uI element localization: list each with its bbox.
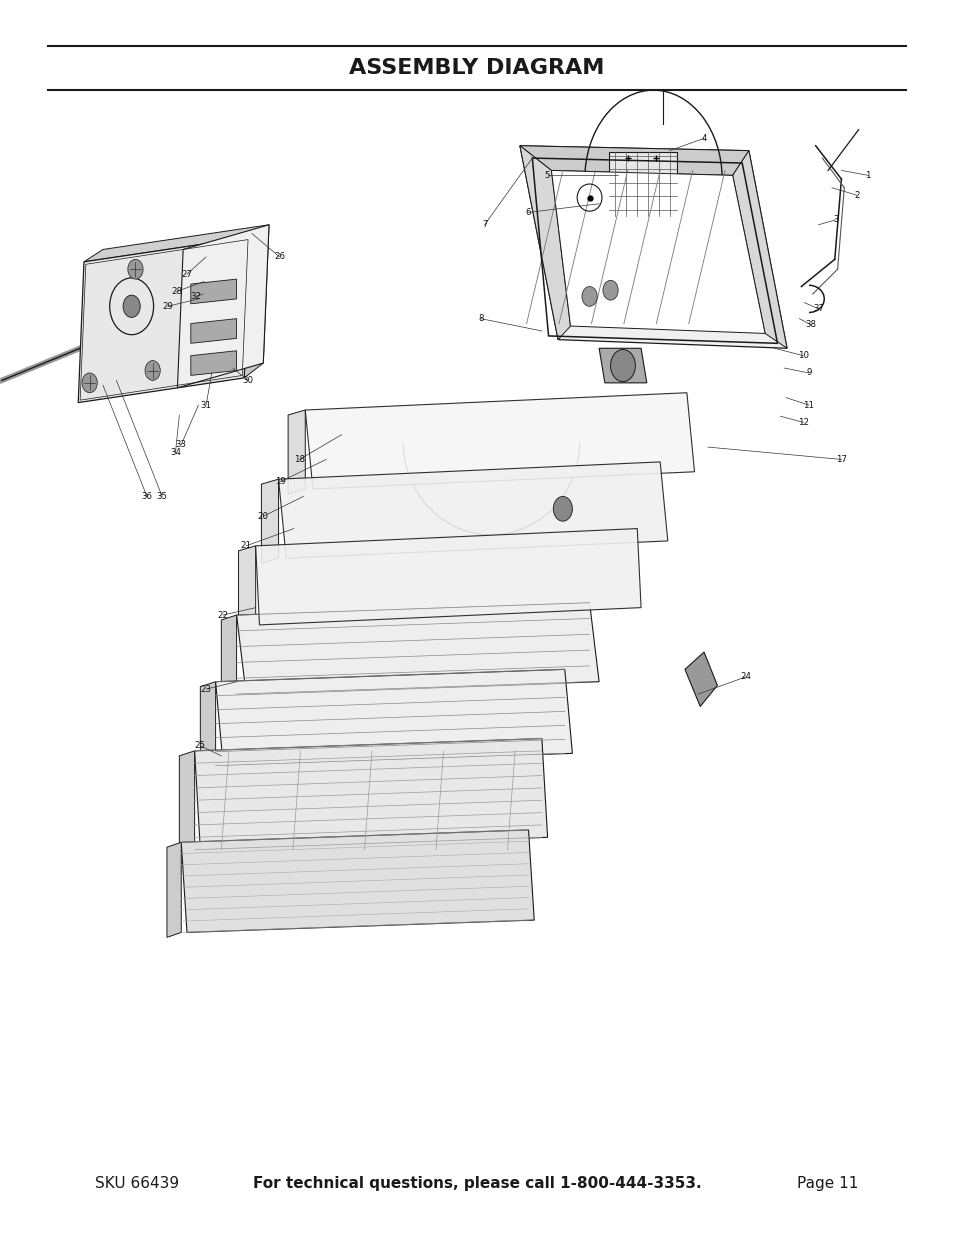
Polygon shape xyxy=(519,146,748,175)
Polygon shape xyxy=(732,151,786,348)
Text: ASSEMBLY DIAGRAM: ASSEMBLY DIAGRAM xyxy=(349,58,604,78)
Polygon shape xyxy=(200,682,215,771)
Text: 27: 27 xyxy=(181,269,193,279)
Text: 7: 7 xyxy=(481,220,487,230)
Text: For technical questions, please call 1-800-444-3353.: For technical questions, please call 1-8… xyxy=(253,1176,700,1191)
Polygon shape xyxy=(191,279,236,304)
Polygon shape xyxy=(84,225,269,262)
Circle shape xyxy=(602,280,618,300)
Text: 8: 8 xyxy=(477,314,483,324)
Circle shape xyxy=(145,361,160,380)
Text: 6: 6 xyxy=(525,207,531,217)
Circle shape xyxy=(123,295,140,317)
Text: Page 11: Page 11 xyxy=(797,1176,858,1191)
Text: 5: 5 xyxy=(544,170,550,180)
Text: 36: 36 xyxy=(141,492,152,501)
Polygon shape xyxy=(278,462,667,558)
Polygon shape xyxy=(179,751,194,855)
Polygon shape xyxy=(238,546,255,630)
Text: 18: 18 xyxy=(294,454,305,464)
Text: 2: 2 xyxy=(853,190,859,200)
Text: 34: 34 xyxy=(170,447,181,457)
Text: SKU 66439: SKU 66439 xyxy=(95,1176,179,1191)
Polygon shape xyxy=(305,393,694,489)
Polygon shape xyxy=(519,146,786,348)
Polygon shape xyxy=(598,348,646,383)
Text: 25: 25 xyxy=(194,741,206,751)
Text: 30: 30 xyxy=(242,375,253,385)
Text: 33: 33 xyxy=(175,440,187,450)
Polygon shape xyxy=(221,615,236,699)
Polygon shape xyxy=(288,410,305,494)
Text: 20: 20 xyxy=(257,511,269,521)
Polygon shape xyxy=(191,319,236,343)
Text: 29: 29 xyxy=(162,301,173,311)
Circle shape xyxy=(553,496,572,521)
Circle shape xyxy=(581,287,597,306)
Circle shape xyxy=(82,373,97,393)
Polygon shape xyxy=(551,170,764,333)
Text: 38: 38 xyxy=(804,320,816,330)
Text: 3: 3 xyxy=(832,215,838,225)
Text: 31: 31 xyxy=(200,400,212,410)
Polygon shape xyxy=(194,739,547,850)
Polygon shape xyxy=(215,669,572,766)
Text: 21: 21 xyxy=(240,541,252,551)
Polygon shape xyxy=(78,237,250,403)
Circle shape xyxy=(610,350,635,382)
Polygon shape xyxy=(191,351,236,375)
Text: 17: 17 xyxy=(835,454,846,464)
Text: 12: 12 xyxy=(797,417,808,427)
Text: 19: 19 xyxy=(274,477,286,487)
Polygon shape xyxy=(177,225,269,388)
Polygon shape xyxy=(167,842,181,937)
FancyBboxPatch shape xyxy=(608,152,677,216)
Polygon shape xyxy=(236,603,598,694)
Text: 37: 37 xyxy=(812,304,823,314)
Text: 9: 9 xyxy=(805,368,811,378)
Text: 26: 26 xyxy=(274,252,285,262)
Polygon shape xyxy=(255,529,640,625)
Text: 1: 1 xyxy=(864,170,870,180)
Polygon shape xyxy=(181,830,534,932)
Text: 32: 32 xyxy=(190,291,201,301)
Polygon shape xyxy=(261,479,278,563)
Text: 10: 10 xyxy=(797,351,808,361)
Text: 23: 23 xyxy=(200,684,212,694)
Polygon shape xyxy=(684,652,717,706)
Polygon shape xyxy=(519,146,570,340)
Circle shape xyxy=(128,259,143,279)
Text: 35: 35 xyxy=(156,492,168,501)
Text: 22: 22 xyxy=(217,610,229,620)
Text: 28: 28 xyxy=(171,287,182,296)
Text: 11: 11 xyxy=(802,400,814,410)
Polygon shape xyxy=(244,225,269,378)
Text: 24: 24 xyxy=(740,672,751,682)
Text: 4: 4 xyxy=(700,133,706,143)
